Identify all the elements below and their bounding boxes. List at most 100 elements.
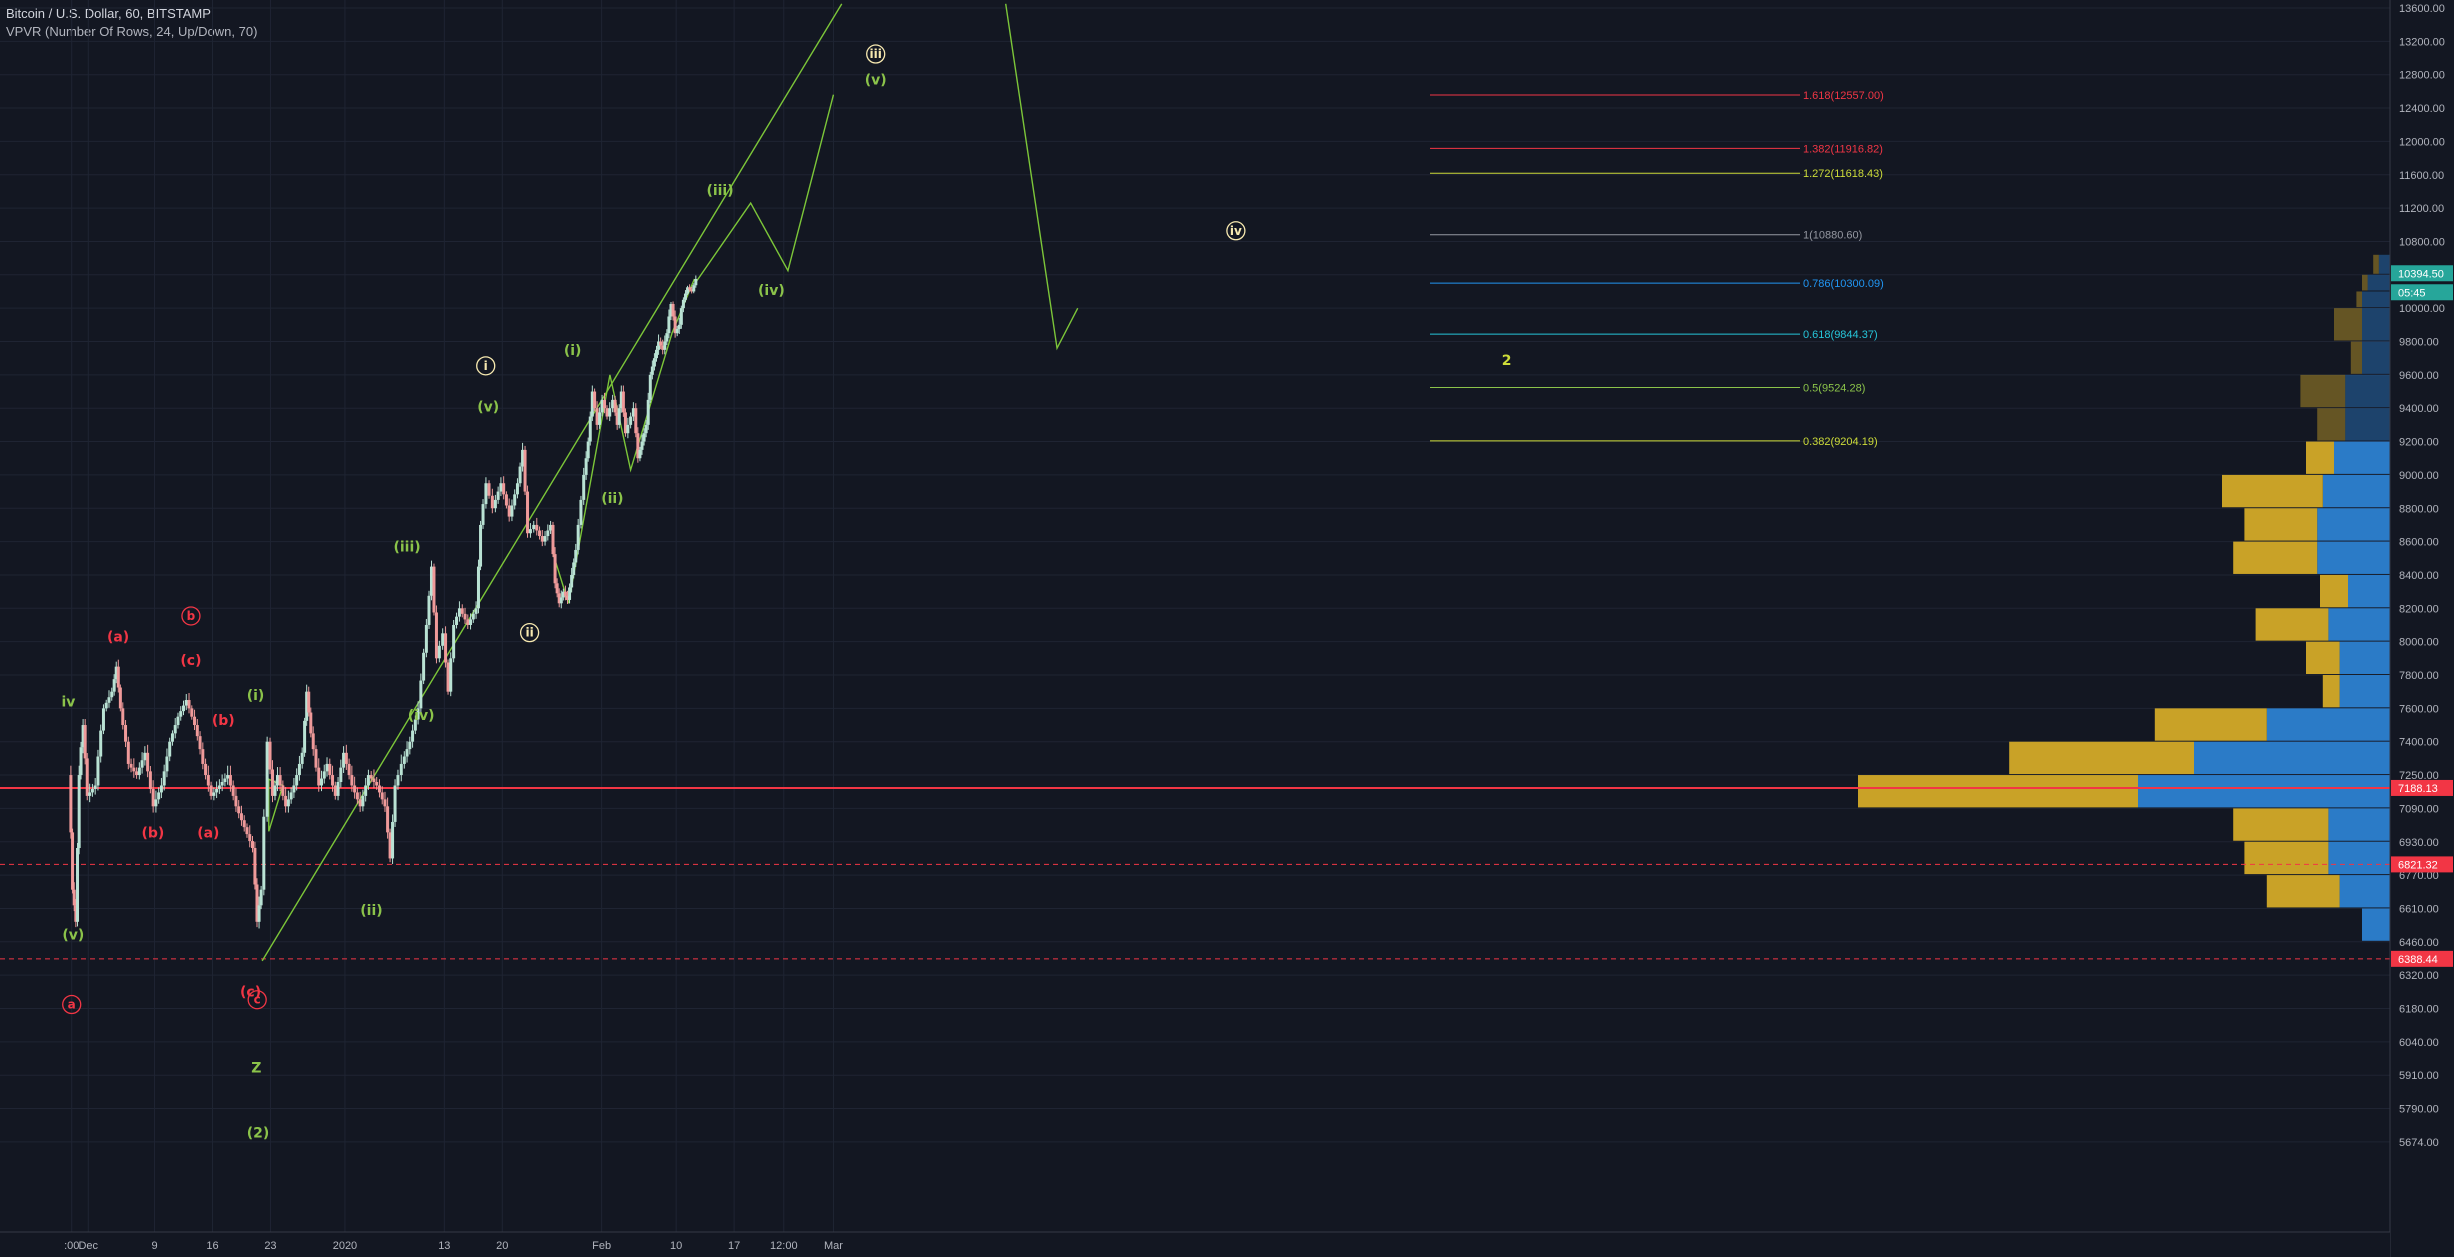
price-tag-label: 7188.13 (2398, 783, 2438, 795)
wave-label: (iii) (393, 540, 420, 556)
vpvr-down-bar (2362, 291, 2390, 308)
candle-body (72, 889, 76, 906)
price-tick-label: 13200.00 (2399, 36, 2445, 48)
chart-symbol-title[interactable]: Bitcoin / U.S. Dollar, 60, BITSTAMP (6, 6, 211, 21)
candle-body (289, 792, 293, 800)
candle-body (543, 536, 547, 542)
candle-body (405, 749, 409, 757)
candle-body (369, 775, 373, 779)
candle-body (528, 529, 532, 534)
candle-body (104, 702, 108, 709)
price-tick-label: 11200.00 (2399, 203, 2444, 215)
price-tick-label: 8800.00 (2399, 503, 2439, 515)
candle-body (446, 662, 450, 692)
vpvr-up-bar (2350, 341, 2362, 374)
candle-body (588, 416, 592, 442)
candle-body (474, 608, 478, 614)
candle-body (692, 285, 696, 292)
price-tag-label: 6388.44 (2398, 954, 2438, 966)
candle-body (396, 775, 400, 786)
time-tick-label: 20 (496, 1240, 508, 1252)
candle-body (228, 775, 232, 786)
price-tick-label: 6770.00 (2399, 870, 2439, 882)
drawings (261, 3, 1079, 962)
candle-body (83, 725, 87, 759)
vpvr-down-bar (2317, 508, 2390, 541)
candle-body (339, 767, 343, 782)
candle-body (611, 399, 615, 409)
candle-body (510, 505, 514, 517)
price-tick-label: 11600.00 (2399, 170, 2444, 182)
candle-body (226, 775, 230, 779)
wave-label: iii (870, 47, 882, 61)
candle-body (220, 781, 224, 786)
candle-body (372, 778, 376, 782)
candle-body (476, 566, 480, 609)
wave-label: (2) (247, 1125, 270, 1141)
candle-body (271, 769, 275, 796)
vpvr-down-bar (2334, 441, 2390, 474)
candle-body (118, 687, 122, 709)
candle-body (107, 697, 111, 703)
time-tick-label: Dec (78, 1240, 98, 1252)
wave-label: (ii) (601, 491, 623, 507)
candle-body (661, 345, 665, 350)
candle-body (455, 616, 459, 625)
wave-label: (v) (62, 928, 84, 944)
candle-body (317, 767, 321, 786)
price-tick-label: 6180.00 (2399, 1004, 2439, 1016)
candle-body (559, 597, 563, 604)
candle-body (151, 788, 155, 807)
candle-body (114, 666, 118, 680)
trendline (261, 3, 843, 962)
candle-body (386, 806, 390, 833)
fib-label: 1.618(12557.00) (1803, 90, 1884, 102)
vpvr-up-bar (2009, 741, 2194, 775)
indicator-legend[interactable]: VPVR (Number Of Rows, 24, Up/Down, 70) (6, 24, 258, 39)
wave-label: (v) (865, 73, 887, 89)
candle-body (466, 619, 470, 625)
vpvr-up-bar (1858, 775, 2138, 808)
candle-body (515, 483, 519, 495)
candle-body (513, 494, 517, 506)
vpvr-up-bar (2334, 308, 2362, 341)
price-tick-label: 12800.00 (2399, 70, 2445, 82)
candle-body (441, 633, 445, 646)
vpvr-up-bar (2154, 708, 2267, 741)
candle-body (493, 499, 497, 509)
price-tag-label: 05:45 (2398, 287, 2426, 299)
candle-body (297, 763, 301, 776)
candle-body (126, 741, 130, 764)
vpvr-down-bar (2317, 541, 2390, 574)
candle-body (561, 591, 565, 598)
price-tag (2391, 779, 2453, 796)
candle-body (242, 820, 246, 828)
time-tick-label: 9 (151, 1240, 157, 1252)
candle-body (422, 652, 426, 681)
wave-label: (iv) (408, 708, 435, 724)
wave-labels: iv(v)a(a)b(c)(b)(b)(a)(c)c(i)Z(2)(ii)(ii… (61, 44, 1512, 1141)
fib-label: 0.618(9844.37) (1803, 329, 1878, 341)
wave-forecast-path (694, 94, 835, 284)
candle-body (74, 905, 78, 922)
candle-body (361, 795, 365, 807)
price-tick-label: 7400.00 (2399, 737, 2439, 749)
vpvr-down-bar (2322, 474, 2390, 508)
candle-body (347, 763, 351, 776)
time-tick-label: Feb (592, 1240, 611, 1252)
chart-grid (0, 0, 2390, 1232)
candle-body (518, 466, 522, 484)
candle-body (490, 495, 494, 509)
candle-body (619, 391, 623, 409)
candle-body (600, 399, 604, 413)
candle-body (322, 771, 326, 779)
candle-body (193, 716, 197, 726)
candle-body (268, 741, 272, 770)
wave-label-circle (866, 44, 886, 64)
candle-body (336, 781, 340, 796)
price-tag (2391, 284, 2453, 301)
candle-body (350, 775, 354, 786)
candle-body (88, 792, 92, 796)
candle-body (590, 391, 594, 417)
